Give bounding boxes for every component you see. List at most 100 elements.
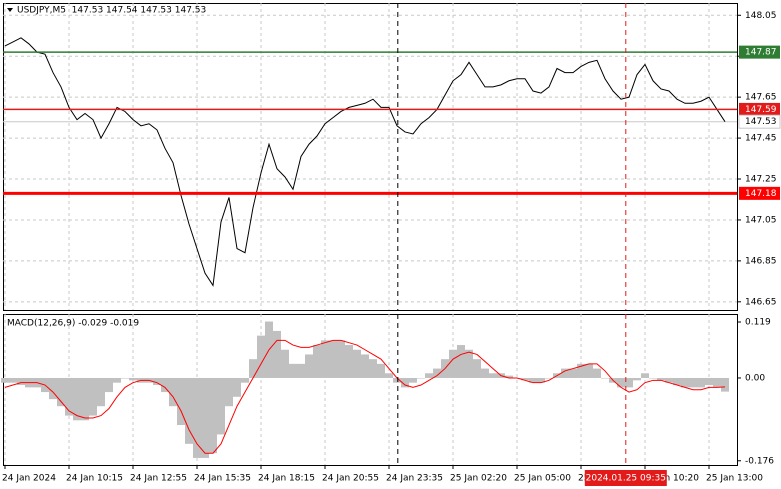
histogram-bar: [721, 377, 729, 392]
histogram-bar: [65, 377, 73, 416]
x-tick-label: 24 Jan 2024: [2, 474, 56, 484]
level-label: 147.59: [745, 105, 777, 115]
histogram-bar: [81, 377, 89, 421]
histogram-bar: [649, 377, 657, 379]
histogram-bar: [273, 330, 281, 378]
histogram-bar: [129, 377, 137, 381]
histogram-bar: [537, 377, 545, 383]
histogram-bar: [633, 377, 641, 381]
histogram-bar: [473, 359, 481, 378]
x-tick-label: 25 Jan 10:20: [642, 474, 699, 484]
histogram-bar: [705, 377, 713, 386]
chart-title: USDJPY,M5 147.53 147.54 147.53 147.53: [17, 6, 206, 16]
histogram-bar: [193, 377, 201, 458]
histogram-bar: [249, 359, 257, 378]
y-tick-label: 0.00: [745, 373, 765, 383]
histogram-bar: [201, 377, 209, 458]
histogram-bar: [657, 377, 665, 381]
x-tick-label: 24 Jan 20:55: [322, 474, 379, 484]
signal-line: [4, 339, 726, 454]
histogram-bar: [241, 377, 249, 383]
histogram-bar: [585, 363, 593, 378]
histogram-bar: [225, 377, 233, 407]
indicator-title: MACD(12,26,9) -0.029 -0.019: [7, 319, 139, 329]
histogram-bar: [121, 377, 129, 379]
histogram-bar: [681, 377, 689, 388]
histogram-bar: [577, 363, 585, 378]
histogram-bar: [601, 377, 609, 379]
histogram-bar: [617, 377, 625, 388]
y-tick-label: 147.05: [745, 215, 777, 225]
histogram-bar: [593, 368, 601, 378]
price-line: [4, 37, 726, 287]
histogram-bar: [1, 377, 9, 383]
histogram-bar: [17, 377, 25, 386]
x-tick-label: 24 Jan 23:35: [386, 474, 443, 484]
histogram-bar: [481, 368, 489, 378]
histogram-bar: [713, 377, 721, 388]
histogram-bar: [209, 377, 217, 454]
level-tag: [739, 45, 780, 59]
x-tick-label: 24 Jan 10:15: [66, 474, 123, 484]
y-tick-label: 147.25: [745, 175, 777, 185]
histogram-bar: [153, 377, 161, 386]
histogram-bar: [409, 377, 417, 383]
y-tick-label: 146.65: [745, 297, 777, 307]
histogram-bar: [161, 377, 169, 393]
y-tick-label: 147.45: [745, 134, 777, 144]
histogram-bar: [505, 375, 513, 378]
histogram-bar: [185, 377, 193, 444]
histogram-bar: [521, 377, 529, 381]
histogram-bar: [457, 345, 465, 378]
histogram-bar: [697, 377, 705, 388]
x-tick-label: 25 Jan 13:00: [706, 474, 763, 484]
macd-panel: [3, 314, 738, 466]
histogram-bar: [641, 373, 649, 378]
histogram-bar: [529, 377, 537, 383]
histogram-bar: [49, 377, 57, 400]
level-label: 147.18: [745, 189, 777, 199]
y-tick-label: -0.176: [745, 456, 774, 466]
histogram-bar: [561, 368, 569, 378]
histogram-bar: [689, 377, 697, 388]
y-tick-label: 146.85: [745, 256, 777, 266]
histogram-bar: [361, 354, 369, 378]
histogram-bar: [353, 349, 361, 378]
histogram-bar: [289, 363, 297, 378]
labels: 148.05147.85147.65147.45147.25147.05146.…: [2, 11, 781, 486]
time-label: 2024.01.25 09:35: [586, 474, 666, 484]
histogram-bar: [665, 377, 673, 383]
histogram-bar: [377, 363, 385, 378]
histogram-bar: [385, 373, 393, 378]
histogram-bar: [97, 377, 105, 407]
histogram-bar: [465, 349, 473, 378]
histogram-bar: [401, 377, 409, 388]
menu-arrow: [7, 8, 13, 12]
histogram-bar: [257, 335, 265, 378]
level-label: 147.87: [745, 48, 777, 58]
histogram-bar: [281, 349, 289, 378]
histogram-bar: [313, 345, 321, 378]
histogram-bar: [369, 359, 377, 378]
histogram-bar: [673, 377, 681, 386]
histogram-bar: [57, 377, 65, 407]
marks: [1, 3, 737, 465]
y-tick-label: 147.65: [745, 93, 777, 103]
histogram-bar: [337, 340, 345, 378]
histogram-bar: [449, 349, 457, 378]
histogram-bar: [169, 377, 177, 407]
x-tick-label: 24 Jan 18:15: [258, 474, 315, 484]
histogram-bar: [9, 377, 17, 383]
histogram-bar: [217, 377, 225, 435]
histogram-bar: [625, 377, 633, 388]
histogram-bar: [321, 340, 329, 378]
time-tag: [584, 470, 667, 486]
level-tag: [739, 186, 780, 200]
x-tick-label: 24 Jan 12:55: [130, 474, 187, 484]
histogram-bar: [433, 368, 441, 378]
level-tag: [739, 102, 780, 116]
histogram-bar: [425, 373, 433, 378]
histogram-bar: [177, 377, 185, 426]
y-tick-label: 0.119: [745, 317, 771, 327]
